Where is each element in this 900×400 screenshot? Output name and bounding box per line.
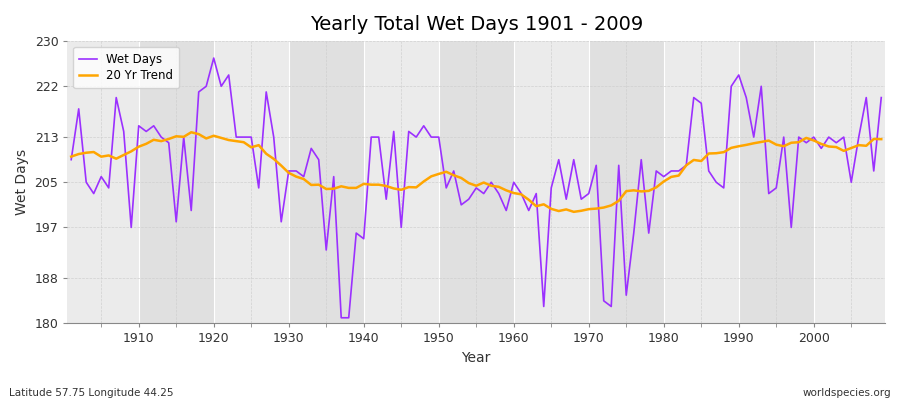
Wet Days [351, 231, 362, 236]
Wet Days [613, 163, 624, 168]
20 Yr Trend [568, 210, 579, 214]
Line: 20 Yr Trend: 20 Yr Trend [71, 132, 881, 212]
Legend: Wet Days, 20 Yr Trend: Wet Days, 20 Yr Trend [74, 47, 179, 88]
Bar [139, 41, 213, 324]
20 Yr Trend [126, 149, 137, 154]
Wet Days [208, 56, 219, 60]
20 Yr Trend [516, 192, 526, 197]
20 Yr Trend [298, 177, 309, 182]
20 Yr Trend [613, 198, 624, 203]
Text: Latitude 57.75 Longitude 44.25: Latitude 57.75 Longitude 44.25 [9, 388, 174, 398]
Bar [814, 41, 881, 324]
Text: worldspecies.org: worldspecies.org [803, 388, 891, 398]
Bar [438, 41, 514, 324]
Bar [289, 41, 364, 324]
Bar [71, 41, 139, 324]
Bar [739, 41, 814, 324]
Y-axis label: Wet Days: Wet Days [15, 149, 29, 215]
Bar [514, 41, 589, 324]
Wet Days [336, 315, 346, 320]
Wet Days [126, 225, 137, 230]
Wet Days [523, 208, 534, 213]
20 Yr Trend [343, 186, 354, 190]
Wet Days [66, 157, 77, 162]
Wet Days [876, 95, 886, 100]
Bar [589, 41, 663, 324]
Wet Days [298, 174, 309, 179]
20 Yr Trend [66, 154, 77, 159]
20 Yr Trend [185, 130, 196, 135]
Bar [364, 41, 438, 324]
Title: Yearly Total Wet Days 1901 - 2009: Yearly Total Wet Days 1901 - 2009 [310, 15, 643, 34]
Line: Wet Days: Wet Days [71, 58, 881, 318]
Bar [213, 41, 289, 324]
Wet Days [516, 191, 526, 196]
20 Yr Trend [508, 191, 519, 196]
X-axis label: Year: Year [462, 351, 490, 365]
Bar [663, 41, 739, 324]
20 Yr Trend [876, 137, 886, 142]
